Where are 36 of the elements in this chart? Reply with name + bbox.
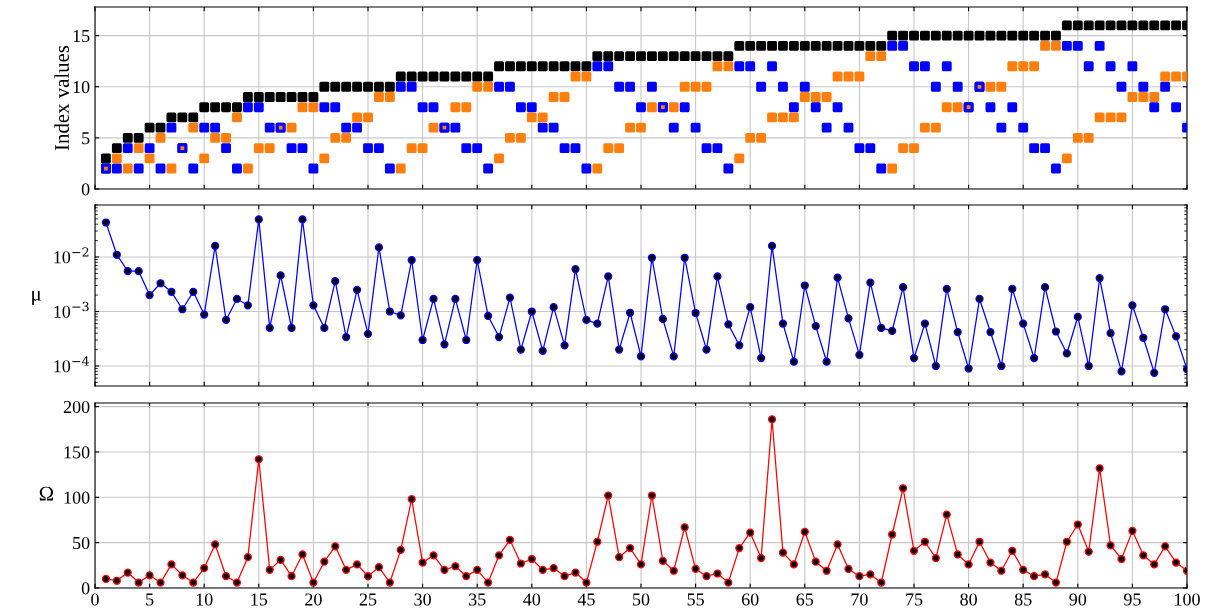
y-tick-label: 100 [64, 491, 90, 504]
x-tick-label: 55 [687, 593, 704, 606]
x-tick-label: 45 [577, 593, 595, 606]
x-tick-label: 100 [1175, 593, 1200, 606]
y-tick-label: 10$^{−3}$ [54, 301, 89, 318]
x-tick-label: 35 [469, 593, 486, 606]
x-tick-label: 25 [359, 593, 377, 606]
y-tick-label: 0 [81, 183, 90, 196]
y-tick-label: 5 [82, 132, 90, 145]
y-tick-label: 10$^{−2}$ [54, 247, 89, 264]
y-tick-label: 10$^{−4}$ [54, 356, 89, 373]
x-tick-label: 15 [251, 593, 268, 606]
x-tick-label: 40 [523, 593, 541, 606]
y-tick-label: 50 [73, 536, 90, 550]
x-tick-label: 20 [305, 593, 322, 606]
x-tick-label: 90 [1069, 593, 1087, 606]
x-tick-label: 80 [960, 593, 977, 606]
x-tick-label: 70 [851, 593, 868, 606]
y-axis-title: Index values [54, 45, 69, 151]
x-tick-label: 85 [1014, 593, 1032, 606]
y-axis-title: Ω [39, 486, 54, 501]
x-tick-label: 50 [633, 593, 650, 606]
x-tick-label: 75 [906, 593, 923, 606]
x-tick-label: 60 [741, 593, 759, 606]
x-tick-label: 95 [1123, 593, 1141, 606]
x-tick-label: 5 [146, 593, 154, 606]
x-tick-label: 0 [91, 593, 99, 606]
x-tick-label: 10 [196, 593, 213, 606]
x-tick-label: 30 [414, 593, 431, 606]
y-axis-title: μ [32, 290, 41, 305]
y-tick-label: 0 [81, 582, 90, 595]
x-tick-label: 65 [796, 593, 814, 606]
y-tick-label: 150 [64, 446, 90, 459]
y-tick-label: 10 [73, 81, 90, 94]
y-tick-label: 15 [73, 29, 90, 43]
y-tick-label: 200 [63, 400, 90, 414]
